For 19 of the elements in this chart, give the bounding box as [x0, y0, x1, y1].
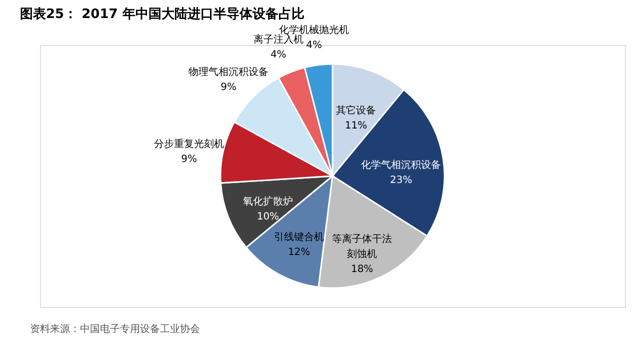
data-label: 9%	[181, 154, 197, 165]
slice-label: 氧化扩散炉	[242, 196, 293, 208]
data-label: 4%	[306, 40, 322, 52]
slice-label: 其它设备	[336, 104, 376, 117]
slice-label: 等离子体干法刻蚀机	[332, 232, 392, 260]
data-label: 10%	[256, 212, 280, 223]
data-label: 11%	[344, 120, 368, 132]
text: 资料来源：中国电子专用设备工业协会	[30, 323, 200, 335]
slice-label: 物理气相沉积设备	[188, 66, 269, 78]
slice-label: 分步重复光刻机	[154, 138, 224, 150]
data-label: 18%	[350, 264, 374, 275]
data-label: 12%	[288, 246, 310, 258]
data-label: 9%	[220, 82, 236, 94]
data-label: 4%	[270, 49, 286, 60]
chart-title: 图表25： 2017 年中国大陆进口半导体设备占比	[20, 7, 304, 22]
data-label: 23%	[390, 175, 412, 186]
slice-label: 离子注入机	[253, 33, 304, 46]
slice-label: 化学气相沉积设备	[361, 159, 442, 172]
slice-label: 引线键合机	[274, 230, 324, 243]
